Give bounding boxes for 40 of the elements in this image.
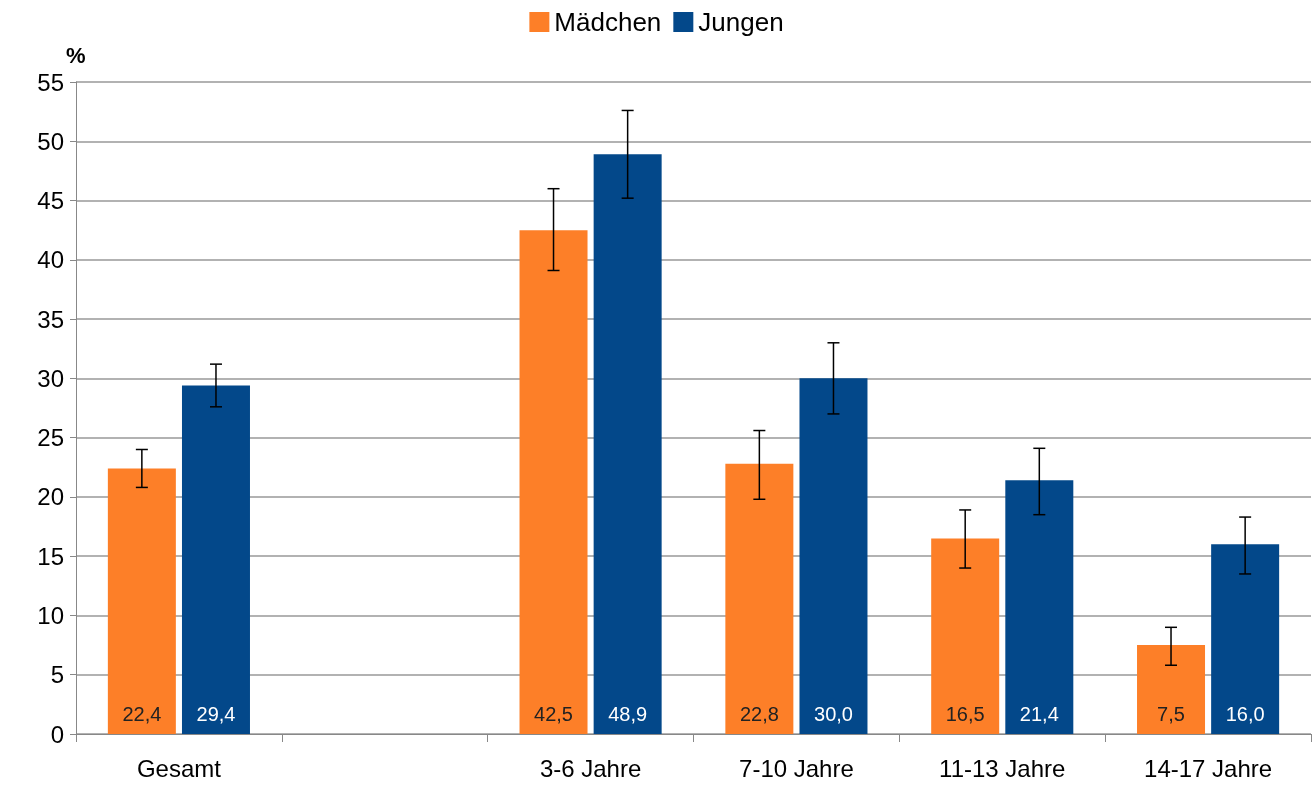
bar xyxy=(931,538,1000,734)
data-label: 16,5 xyxy=(945,703,985,725)
y-tick-label: 20 xyxy=(37,483,64,511)
data-label: 22,8 xyxy=(739,703,779,725)
bar xyxy=(107,468,176,734)
y-tick-label: 45 xyxy=(37,187,64,215)
bar xyxy=(1137,645,1206,734)
data-label: 29,4 xyxy=(196,703,236,725)
bar xyxy=(725,463,794,734)
y-tick-label: 40 xyxy=(37,246,64,274)
legend-label: Mädchen xyxy=(554,7,662,37)
y-tick-label: 0 xyxy=(50,720,64,748)
y-tick-label: 5 xyxy=(50,661,64,689)
x-tick-label: Gesamt xyxy=(136,754,222,782)
data-label: 42,5 xyxy=(534,703,573,725)
x-tick-label: 7-10 Jahre xyxy=(739,754,854,782)
bar xyxy=(1211,544,1280,734)
data-label: 22,4 xyxy=(122,703,162,725)
bar xyxy=(181,385,250,734)
data-label: 21,4 xyxy=(1019,703,1059,725)
data-label: 16,0 xyxy=(1225,703,1265,725)
x-tick-label: 11-13 Jahre xyxy=(939,754,1066,782)
x-tick-label: 3-6 Jahre xyxy=(539,754,642,782)
x-tick-label: 14-17 Jahre xyxy=(1144,754,1273,782)
y-tick-label: 50 xyxy=(37,127,64,155)
data-label: 30,0 xyxy=(814,703,853,725)
y-tick-label: 30 xyxy=(37,364,64,392)
bar xyxy=(1005,480,1074,734)
legend-label: Jungen xyxy=(698,7,784,37)
bar xyxy=(593,154,662,734)
y-tick-label: 10 xyxy=(37,601,64,629)
data-label: 7,5 xyxy=(1157,703,1185,725)
bar xyxy=(799,378,868,734)
y-tick-label: 25 xyxy=(37,424,64,452)
y-tick-label: 15 xyxy=(37,542,64,570)
data-label: 48,9 xyxy=(608,703,648,725)
y-axis-title: % xyxy=(66,42,86,68)
y-tick-label: 35 xyxy=(37,305,64,333)
bar xyxy=(519,230,588,734)
y-tick-label: 55 xyxy=(37,68,64,96)
